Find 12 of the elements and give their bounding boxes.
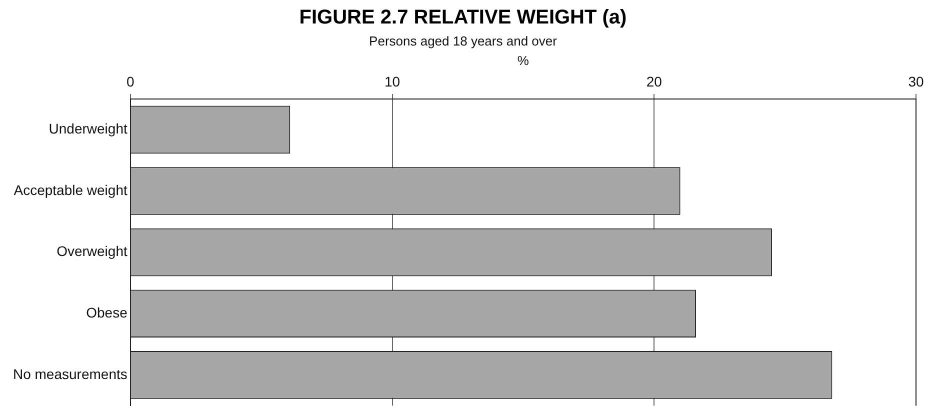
x-tick-label: 0: [126, 73, 134, 90]
y-tick-label: Overweight: [56, 243, 128, 260]
y-tick-label: Underweight: [48, 120, 128, 137]
y-tick-label: No measurements: [12, 366, 128, 382]
x-tick-label: 20: [646, 73, 662, 90]
y-tick-label: Acceptable weight: [14, 182, 128, 198]
x-tick-label: 10: [384, 73, 400, 90]
chart-title: FIGURE 2.7 RELATIVE WEIGHT (a): [299, 6, 627, 29]
x-tick-label: 30: [908, 73, 924, 90]
x-axis-title: %: [517, 52, 530, 68]
y-tick-label: Obese: [86, 304, 128, 320]
chart-subtitle: Persons aged 18 years and over: [369, 33, 558, 48]
